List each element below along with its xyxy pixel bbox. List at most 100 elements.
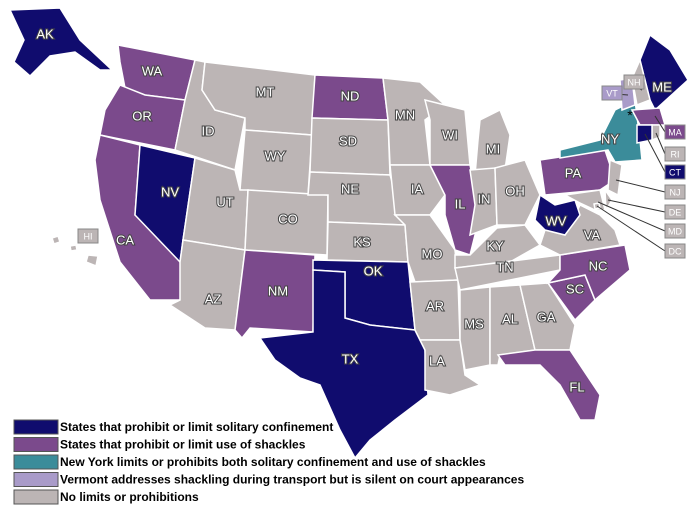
state-label: AK [36, 26, 54, 41]
state-label: AR [426, 298, 444, 313]
state-label: MO [422, 246, 443, 261]
state-label: NH [628, 77, 641, 87]
state [607, 158, 623, 197]
leader-line [597, 201, 666, 232]
state-label: FL [569, 379, 584, 394]
state-label: WV [546, 213, 567, 228]
state [258, 269, 429, 460]
state-label: SC [566, 281, 584, 296]
state-label: AL [502, 311, 518, 326]
label-box [664, 243, 686, 259]
state-label: WI [442, 127, 458, 142]
note-marker: * [627, 107, 633, 123]
state-label: VT [606, 88, 618, 98]
legend-swatch [13, 419, 59, 435]
state-label: IA [411, 181, 424, 196]
state-label: CA [116, 232, 134, 247]
state-label: WY [265, 148, 286, 163]
state-label: IL [455, 196, 466, 211]
state-label: KY [486, 238, 504, 253]
state-label: OR [132, 108, 152, 123]
state-label: CT [669, 167, 681, 177]
label-box [664, 146, 686, 162]
state-label: HI [84, 231, 93, 241]
state-label: NJ [670, 187, 681, 197]
label-box [623, 74, 645, 90]
state-label: PA [565, 165, 582, 180]
state-label: NM [268, 283, 288, 298]
state [389, 164, 446, 216]
state-label: SD [339, 133, 357, 148]
state-label: OH [505, 183, 525, 198]
state-label: DE [669, 207, 682, 217]
state-label: NV [161, 184, 179, 199]
label-box [664, 124, 686, 140]
state-label: MN [395, 107, 415, 122]
state [8, 7, 114, 78]
legend-swatch [13, 489, 59, 505]
state-label: RI [671, 149, 680, 159]
state [382, 77, 447, 166]
leader-line [596, 205, 666, 252]
state-label: WA [142, 63, 163, 78]
state-label: AZ [205, 291, 222, 306]
state-label: KS [353, 234, 371, 249]
state-label: MA [668, 127, 682, 137]
state [545, 244, 631, 302]
state [469, 167, 498, 237]
state-label: CO [278, 211, 298, 226]
state [519, 282, 576, 351]
label-box [77, 228, 99, 244]
state-label: ND [341, 88, 360, 103]
legend-label: States that prohibit or limit solitary c… [60, 420, 333, 434]
state-label: NC [589, 258, 608, 273]
state [494, 159, 541, 226]
legend-label: States that prohibit or limit use of sha… [60, 438, 306, 452]
state [636, 124, 653, 144]
legend-swatch [13, 437, 59, 452]
states [8, 7, 689, 460]
state [459, 286, 491, 371]
state-label: ME [652, 79, 672, 94]
legend-swatch [13, 472, 59, 487]
leader-line [655, 132, 666, 155]
state-label: TX [342, 351, 359, 366]
legend-label: Vermont addresses shackling during trans… [60, 473, 524, 487]
state-label: NY [601, 131, 619, 146]
state-label: MI [486, 141, 500, 156]
label-box [601, 85, 623, 101]
state-label: IN [478, 191, 491, 206]
state-label: TN [496, 259, 513, 274]
legend-label: No limits or prohibitions [60, 490, 199, 504]
legend: States that prohibit or limit solitary c… [13, 419, 524, 505]
state-label: MT [256, 84, 275, 99]
state [534, 193, 581, 236]
state-label: OK [364, 263, 383, 278]
state [234, 249, 316, 340]
label-box [664, 184, 686, 200]
state-label: NE [341, 181, 359, 196]
state-label: VA [584, 227, 601, 242]
state-label: DC [669, 246, 682, 256]
state-label: MS [464, 316, 484, 331]
label-box [664, 164, 686, 180]
state-label: ID [202, 123, 215, 138]
leader-line [644, 133, 666, 173]
state-label: MD [668, 226, 682, 236]
state [651, 124, 661, 142]
label-box [664, 223, 686, 239]
state-label: GA [537, 309, 556, 324]
label-box [664, 204, 686, 220]
leader-line [607, 199, 666, 213]
state [168, 239, 246, 331]
legend-label: New York limits or prohibits both solita… [60, 455, 486, 469]
leader-line [654, 115, 666, 133]
state [51, 235, 99, 268]
state [496, 349, 601, 421]
state [559, 98, 643, 163]
labels: AK WA OR CA NV ID MT WY UT CO AZ NM ND SD NE KS OK TX MN IA… [35, 25, 686, 395]
state-label: UT [216, 194, 233, 209]
state-label: LA [429, 353, 445, 368]
legend-swatch [13, 454, 59, 470]
